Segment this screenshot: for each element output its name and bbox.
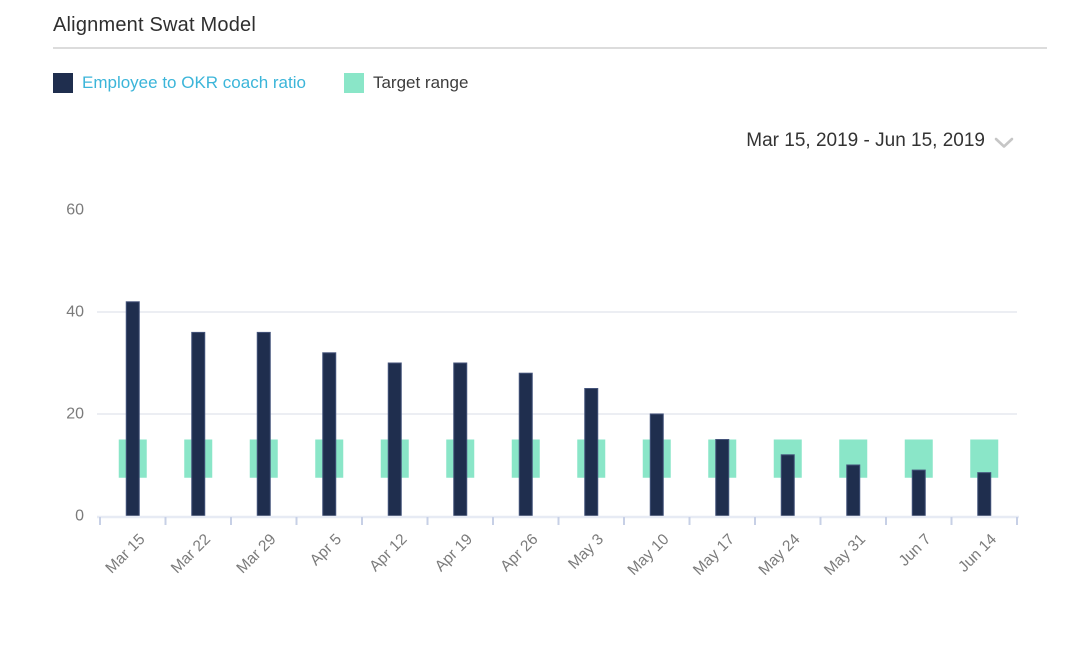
bar-may-31[interactable]: [846, 464, 861, 517]
x-axis-tick-label-apr-12: Apr 12: [366, 531, 410, 575]
x-axis-tick-label-may-31: May 31: [821, 531, 869, 579]
chart-legend: Employee to OKR coach ratio Target range: [53, 72, 506, 93]
bar-may-24[interactable]: [780, 454, 795, 517]
title-divider: [53, 47, 1047, 49]
legend-item-employee-ratio[interactable]: Employee to OKR coach ratio: [53, 72, 306, 93]
x-axis-tick-label-mar-29: Mar 29: [233, 531, 279, 577]
bar-may-3[interactable]: [584, 388, 599, 517]
x-axis-tick-label-may-17: May 17: [690, 531, 738, 579]
x-axis-tick-label-may-24: May 24: [756, 531, 804, 579]
bar-mar-22[interactable]: [191, 331, 206, 517]
bar-jun-14[interactable]: [977, 472, 992, 517]
chevron-down-icon: [994, 137, 1014, 148]
x-axis-tick-label-mar-15: Mar 15: [102, 531, 148, 577]
date-range-selector[interactable]: Mar 15, 2019 - Jun 15, 2019: [746, 130, 1014, 152]
y-axis-tick-label-20: 20: [66, 406, 84, 423]
legend-swatch-bar-series: [53, 72, 73, 93]
date-range-value: Mar 15, 2019 - Jun 15, 2019: [746, 130, 985, 151]
x-axis-tick-label-apr-5: Apr 5: [307, 531, 345, 569]
legend-item-target-range[interactable]: Target range: [343, 72, 469, 93]
x-axis-tick-label-apr-26: Apr 26: [497, 531, 541, 575]
page-title: Alignment Swat Model: [53, 14, 256, 36]
x-axis-tick-label-may-10: May 10: [625, 531, 673, 579]
bar-may-10[interactable]: [649, 413, 664, 517]
x-axis-tick-label-mar-22: Mar 22: [168, 531, 214, 577]
x-axis-tick-label-may-3: May 3: [565, 531, 607, 573]
bar-mar-29[interactable]: [256, 331, 271, 517]
bar-apr-5[interactable]: [322, 352, 337, 517]
bar-apr-19[interactable]: [453, 362, 468, 517]
x-axis-tick-label-jun-14: Jun 14: [955, 531, 1000, 576]
y-axis-tick-label-40: 40: [66, 304, 84, 321]
bar-apr-26[interactable]: [518, 372, 533, 517]
bar-may-17[interactable]: [715, 439, 730, 517]
legend-label-target-range: Target range: [372, 73, 469, 92]
bar-jun-7[interactable]: [911, 469, 926, 517]
target-band-jun-14: [970, 439, 999, 478]
y-axis-tick-label-60: 60: [66, 202, 84, 219]
bar-apr-12[interactable]: [387, 362, 402, 517]
bar-mar-15[interactable]: [125, 301, 140, 517]
legend-swatch-target-range: [343, 72, 364, 93]
x-axis-tick-label-jun-7: Jun 7: [896, 531, 935, 570]
legend-label-employee-ratio: Employee to OKR coach ratio: [82, 73, 306, 92]
y-axis-tick-label-0: 0: [75, 508, 84, 525]
x-axis-tick-label-apr-19: Apr 19: [432, 531, 476, 575]
